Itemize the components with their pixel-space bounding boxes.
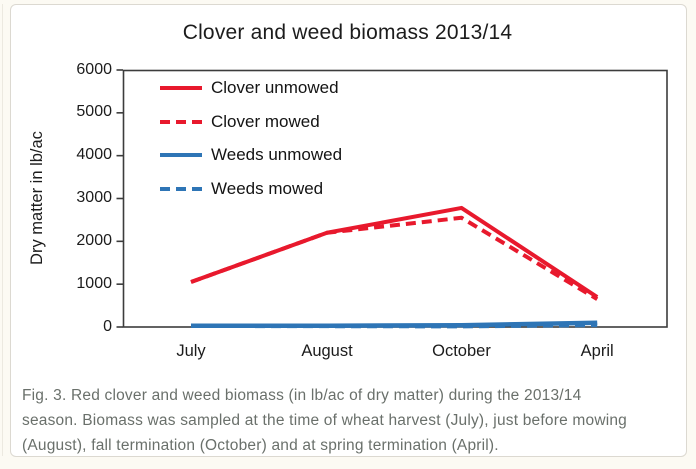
caption-line: (August), fall termination (October) and…: [22, 437, 499, 454]
x-axis-label-august: August: [301, 342, 353, 360]
x-axis-label-april: April: [580, 342, 614, 360]
legend-dashed-line-swatch: [160, 186, 202, 191]
legend-item-clover-mowed: Clover mowed: [160, 112, 320, 132]
legend-label: Clover mowed: [211, 111, 320, 131]
figure-caption: Fig. 3. Red clover and weed biomass (in …: [22, 383, 684, 458]
series-line-weeds-unmowed: [191, 320, 598, 328]
legend-label: Weeds mowed: [211, 178, 324, 198]
legend-solid-line-swatch: [160, 153, 202, 157]
legend-item-clover-unmowed: Clover unmowed: [160, 78, 339, 98]
x-axis-label-october: October: [432, 342, 491, 360]
series-line-clover-mowed: [190, 215, 599, 301]
y-tick-label: 1000: [76, 274, 112, 292]
caption-line: season. Biomass was sampled at the time …: [22, 412, 628, 429]
chart-title: Clover and weed biomass 2013/14: [182, 21, 513, 44]
legend-item-weeds-mowed: Weeds mowed: [160, 179, 323, 199]
y-tick-label: 2000: [76, 231, 112, 249]
y-tick-label: 5000: [76, 103, 112, 121]
x-axis-label-july: July: [176, 342, 206, 360]
y-tick-label: 0: [103, 317, 112, 335]
legend-solid-line-swatch: [160, 86, 202, 90]
caption-line: Fig. 3. Red clover and weed biomass (in …: [22, 387, 582, 404]
page-edge-line: [2, 4, 3, 456]
y-tick-label: 4000: [76, 146, 112, 164]
legend-item-weeds-unmowed: Weeds unmowed: [160, 145, 342, 165]
series-line-clover-unmowed: [190, 205, 599, 299]
legend-label: Clover unmowed: [211, 78, 339, 97]
legend-dashed-line-swatch: [160, 119, 202, 124]
legend-label: Weeds unmowed: [211, 145, 343, 164]
y-tick-label: 6000: [76, 60, 112, 78]
y-tick-label: 3000: [76, 189, 112, 206]
